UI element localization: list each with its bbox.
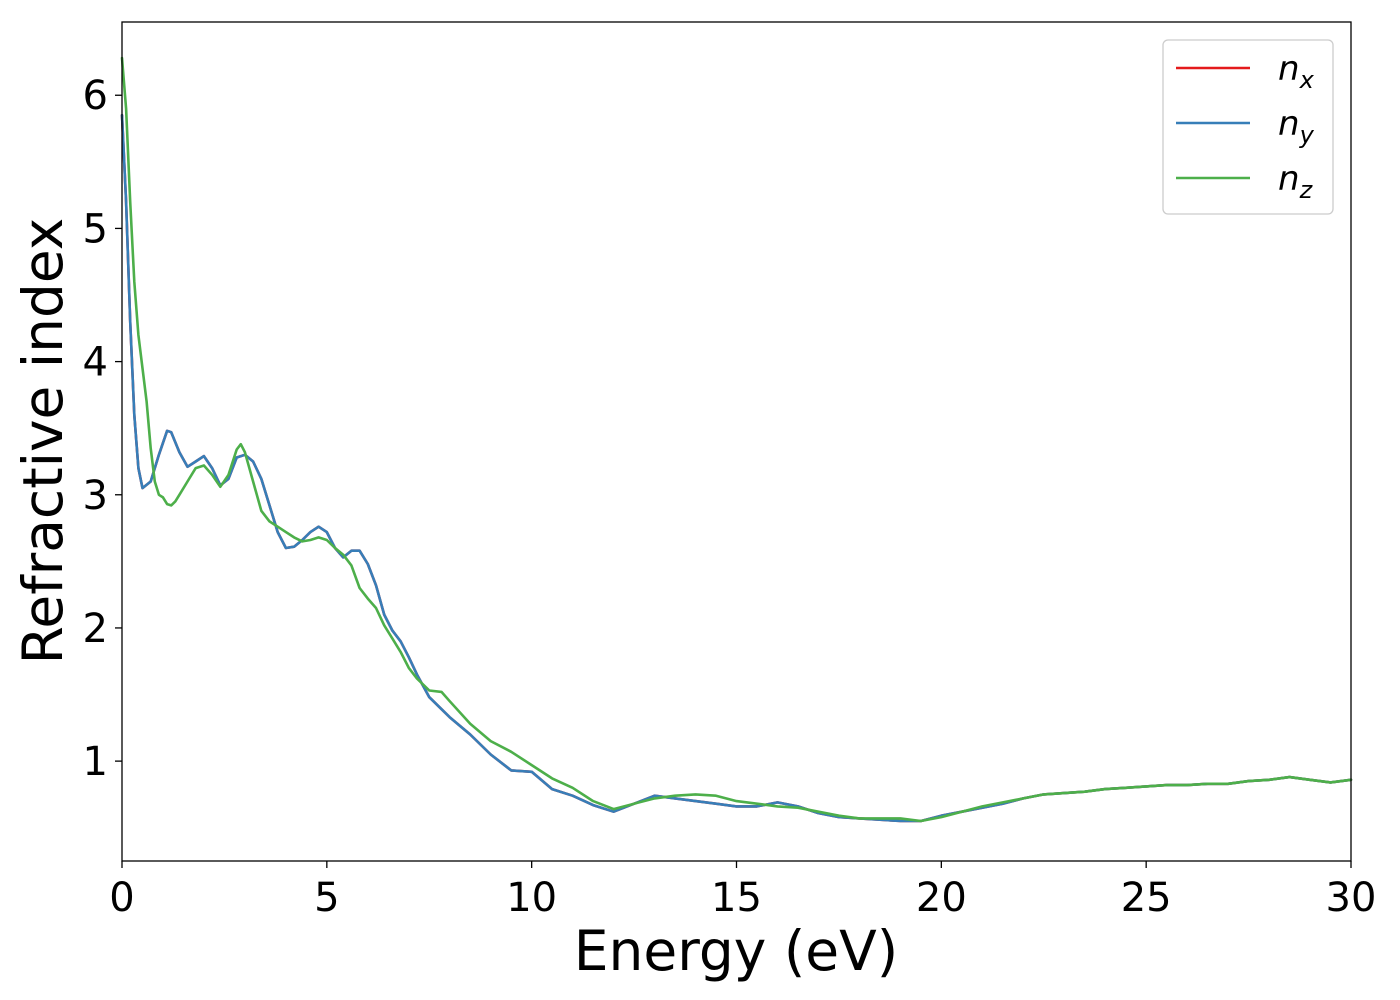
plot-background [122,22,1351,861]
y-tick-label: 3 [83,473,108,519]
y-axis: 1 2 3 4 5 6 [83,73,122,785]
y-tick-label: 6 [83,73,108,119]
y-tick-label: 4 [83,340,108,386]
x-tick-label: 25 [1121,875,1172,921]
y-tick-label: 5 [83,206,108,252]
x-tick-label: 0 [109,875,134,921]
legend: nx ny nz [1162,39,1334,215]
x-tick-label: 30 [1326,875,1377,921]
x-tick-label: 20 [916,875,967,921]
legend-frame [1162,39,1334,215]
series-line-z [120,56,1353,823]
x-tick-label: 5 [314,875,339,921]
x-tick-label: 15 [711,875,762,921]
x-axis: 0 5 10 15 20 25 30 [109,861,1376,921]
y-tick-label: 2 [83,606,108,652]
y-tick-label: 1 [83,739,108,785]
series-layer [120,56,1353,823]
y-axis-title: Refractive index [11,218,75,665]
legend-label-y: ny [1278,104,1315,149]
x-axis-title: Energy (eV) [574,919,898,983]
x-tick-label: 10 [506,875,557,921]
legend-label-z: nz [1278,159,1314,204]
legend-label-x: nx [1278,49,1315,94]
